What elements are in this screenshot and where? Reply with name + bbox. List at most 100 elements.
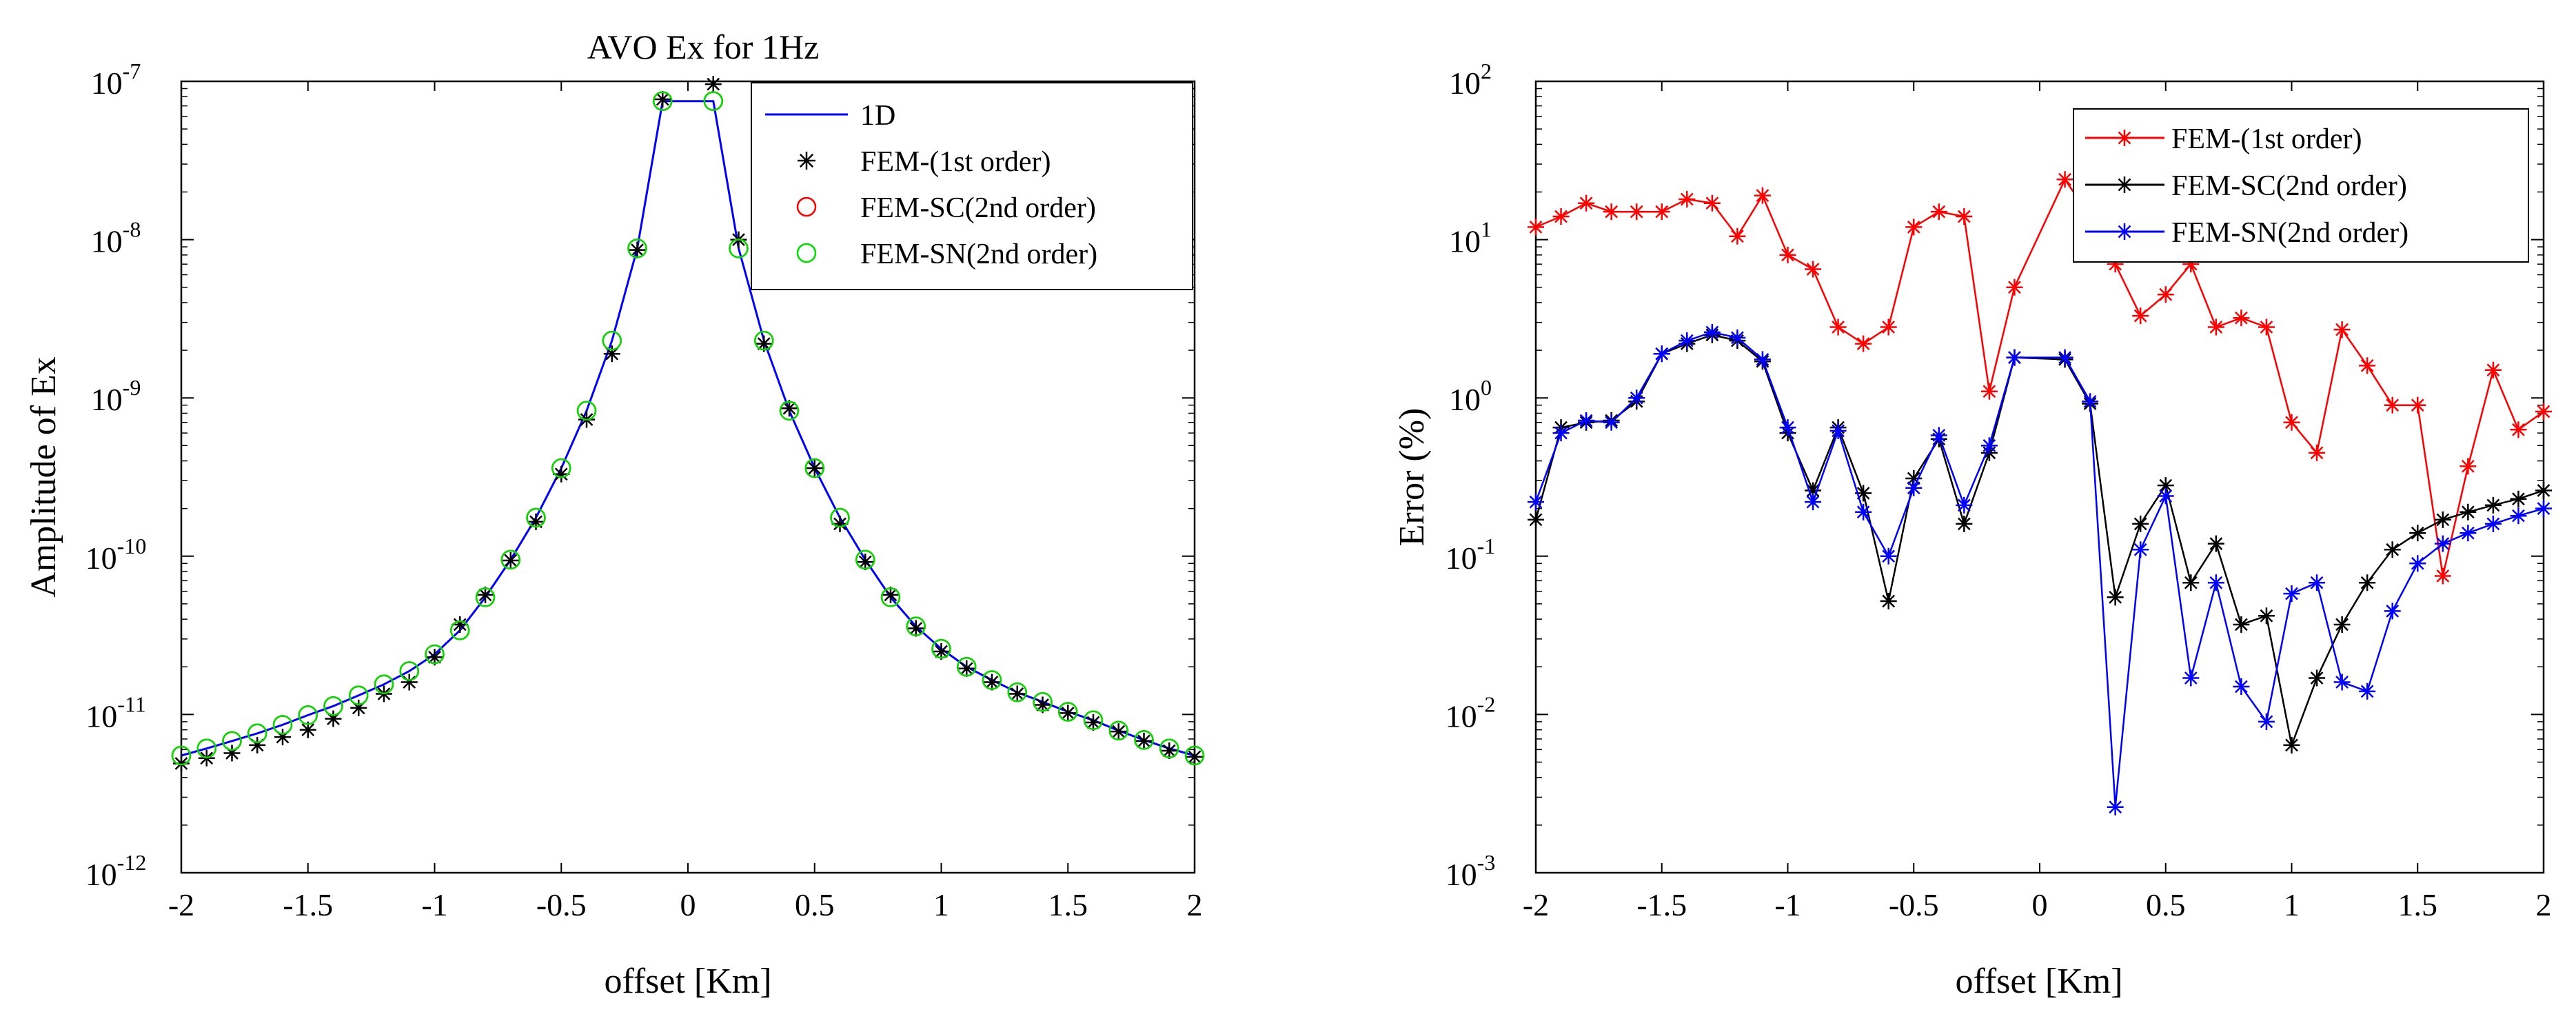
right-series-0-point [1603,203,1620,221]
right-series-1-point-stroke [2335,618,2349,631]
left-series-1-point [477,586,494,603]
right-series-0-point [2333,321,2351,338]
left-series-3-point [754,330,774,351]
right-series-0-point-stroke [1529,221,1543,234]
legend-r-fem1-star-marker [2116,130,2133,146]
right-xtick-label: -0.5 [1889,887,1939,922]
left-series-3-point [551,458,571,478]
left-legend: 1D FEM-(1st order) FEM-SC(2nd order) FEM… [751,82,1193,290]
left-series-1-point-stroke [985,676,999,689]
right-series-1-point-stroke [2235,618,2248,631]
right-series-0-point [2359,357,2376,374]
right-series-1-point [1956,515,1973,532]
left-series-3-point [1007,682,1027,702]
right-series-2-point [1679,332,1696,350]
legend-r-fem1-label: FEM-(1st order) [2171,123,2362,155]
left-series-3-point [804,458,824,478]
right-series-1-point [2207,535,2224,552]
left-series-3-point [526,507,546,528]
left-xtick-label: 0 [680,887,696,922]
left-series-1-point [704,76,722,93]
right-series-2-point [2535,500,2552,517]
left-series-1 [173,76,1203,772]
left-series-1-point-stroke [174,757,188,770]
left-axis-ticks: -2 -1.5 -1 -0.5 0 0.5 1 1.5 2 10-12 10-11 10-10 10-9… [85,59,1203,922]
left-series-1-point-stroke [453,618,467,631]
right-series-2-point [2309,574,2326,591]
left-series-3-point [957,657,977,677]
legend-r-femsn-star [2116,223,2133,240]
right-ytick-label: 10-2 [1446,691,1496,733]
right-series-2-point [2510,507,2527,525]
right-series-2-point [1930,427,1947,444]
left-series-3-point [298,705,318,725]
legend-1d-label: 1D [860,100,895,132]
left-series-3-point [425,644,445,665]
right-xtick-label: 0.5 [2146,887,2186,922]
right-series-2-point [1528,494,1544,511]
right-series-2-point-stroke [2184,671,2198,685]
right-chart: -2 -1.5 -1 -0.5 0 0.5 1 1.5 2 10-3 10-2 10-1 100 101 1… [1392,59,2552,1001]
right-series-0-point [2309,444,2326,461]
left-series-1-point-stroke [631,243,644,257]
right-series-0-point [2434,567,2451,585]
right-series-2-point-stroke [2083,394,2097,408]
right-series-2-point-stroke [2411,556,2424,570]
right-series-1-point-stroke [1907,472,1920,485]
right-series-0-point [2207,318,2224,336]
right-axis-ticks: -2 -1.5 -1 -0.5 0 0.5 1 1.5 2 10-3 10-2 10-1 100 101 1… [1446,59,2552,922]
right-series-2-point-stroke [2436,537,2450,550]
left-series-1-point [907,620,924,637]
left-series-3-point [1033,691,1053,712]
right-series-2-point-stroke [2058,351,2071,364]
left-series-3-point [779,401,800,421]
left-series-3-point [349,685,369,705]
right-series-2-point [2132,541,2149,558]
right-series-1-point-stroke [2159,478,2173,492]
right-series-0-point-stroke [1731,230,1744,243]
left-xtick-label: -1.5 [283,887,333,922]
right-series-2-point-stroke [2310,576,2324,589]
left-series-1-point [629,241,646,259]
left-series-3-point [500,549,520,570]
legend-r-fem1-star [2116,130,2133,146]
right-series-0-point-stroke [2260,321,2273,334]
right-series-2-point-stroke [2386,605,2400,618]
right-series-0-line [1535,177,2544,576]
left-series-3-point [399,661,419,681]
right-series-1-point [2333,616,2351,633]
right-series-0-point-stroke [1605,205,1619,219]
right-series-1-point-stroke [2310,671,2324,685]
right-series-0-point [2384,396,2401,414]
left-ytick-label: 10-12 [85,850,147,892]
right-series-2-point-stroke [1756,353,1769,366]
right-series-2-line [1534,331,2544,807]
right-series-0-point-stroke [2537,405,2550,418]
left-series-3-point [450,620,470,640]
right-series-0-point [1703,194,1721,212]
right-series-0-point-stroke [2310,446,2324,460]
right-series-2-point [2333,674,2351,691]
right-series-1-point-stroke [2109,591,2122,604]
left-series-1-point-stroke [960,662,973,676]
right-series-2 [1528,323,2552,816]
right-series-2-point-stroke [2235,680,2248,694]
right-series-2-point [1754,351,1771,368]
left-series-1-point [1085,714,1102,731]
right-series-0-point-stroke [1655,205,1669,219]
right-ytick-label: 100 [1449,375,1492,417]
left-series-1-point-stroke [1086,716,1100,729]
right-series-0-point [2258,318,2275,336]
right-y-axis-label: Error (%) [1392,408,1432,547]
right-series-1-point-stroke [2386,543,2400,556]
right-series-2-point [2384,603,2401,620]
right-series-0-point [2132,307,2149,325]
right-series-2-point-stroke [1655,347,1669,361]
right-series-0-point-stroke [1680,192,1694,206]
left-series-1-point-stroke [808,461,822,475]
left-series-1-point-stroke [504,554,518,567]
right-series-2-point-stroke [2537,502,2550,516]
right-series-0-point-stroke [2461,459,2475,473]
right-xtick-label: 2 [2536,887,2552,922]
right-series-2-point [1956,496,1973,514]
